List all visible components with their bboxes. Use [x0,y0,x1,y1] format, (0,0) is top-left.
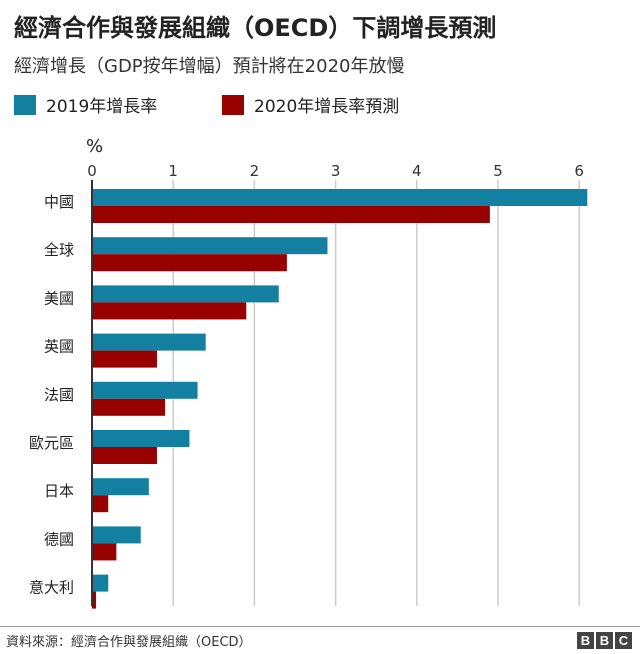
legend-label: 2019年增長率 [46,97,158,117]
bar-2019 [92,333,206,351]
category-label: 意大利 [29,579,74,597]
x-tick-label: 0 [87,162,97,180]
bar-2019 [92,285,279,303]
legend-item-2020: 2020年增長率預測 [222,92,399,117]
legend-swatch [222,94,244,115]
category-label: 日本 [44,482,74,500]
x-axis-label: % [86,136,103,157]
x-tick-label: 2 [250,162,260,180]
source-note: 資料來源：經濟合作與發展組織（OECD） [6,635,252,650]
bar-2019 [92,237,328,255]
bar-2019 [92,381,198,399]
bar-2019 [92,526,141,544]
category-label: 全球 [44,241,74,259]
bar-2020 [92,254,287,272]
category-label: 英國 [44,338,74,356]
bar-2019 [92,478,149,496]
chart-subtitle: 經濟增長（GDP按年增幅）預計將在2020年放慢 [14,56,405,77]
category-label: 德國 [44,530,74,548]
category-label: 中國 [44,193,74,211]
bar-2020 [92,206,490,223]
legend-swatch [14,94,36,115]
category-label: 美國 [44,289,74,307]
x-tick-label: 3 [331,162,341,180]
x-tick-label: 5 [493,162,503,180]
bar-2020 [92,543,117,561]
category-label: 法國 [44,386,74,404]
x-tick-label: 1 [168,162,178,180]
bar-2020 [92,350,157,368]
x-tick-label: 4 [412,162,422,180]
legend-label: 2020年增長率預測 [254,97,400,117]
bar-2019 [92,574,109,592]
bar-2020 [92,495,109,513]
chart-title: 經濟合作與發展組織（OECD）下調增長預測 [14,14,497,42]
bar-2019 [92,189,588,206]
category-label: 歐元區 [29,434,74,452]
bar-2020 [92,398,166,416]
bar-2020 [92,302,247,320]
bar-2019 [92,430,190,447]
bar-2020 [92,591,97,609]
footer-divider [0,626,640,627]
legend-item-2019: 2019年增長率 [14,92,157,117]
x-tick-label: 6 [574,162,584,180]
bar-2020 [92,447,157,464]
